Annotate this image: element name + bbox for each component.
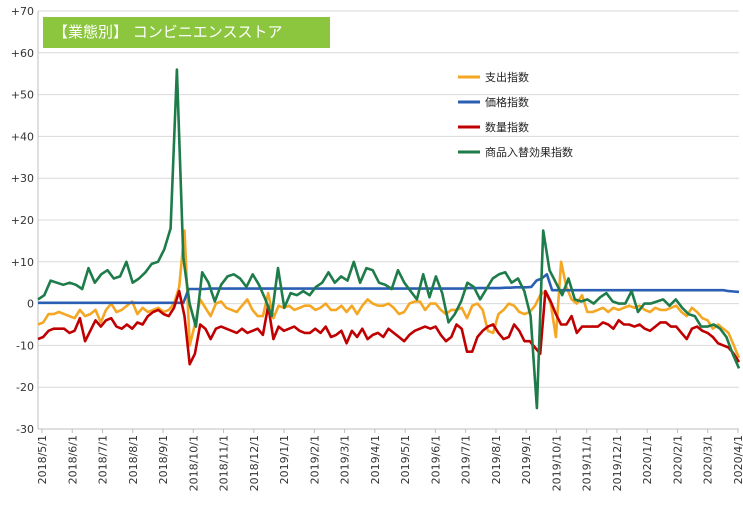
x-tick-label: 2020/3/1 <box>702 435 715 484</box>
x-tick-label: 2020/4/1 <box>732 435 743 484</box>
grid-lines <box>37 10 739 430</box>
x-tick-label: 2018/6/1 <box>66 435 79 484</box>
x-tick-label: 2019/5/1 <box>399 435 412 484</box>
x-tick-label: 2019/3/1 <box>339 435 352 484</box>
x-tick-label: 2019/1/1 <box>278 435 291 484</box>
legend-label: 数量指数 <box>485 120 529 134</box>
x-tick-label: 2019/6/1 <box>429 435 442 484</box>
y-tick-label: +50 <box>11 89 34 102</box>
series-line-4 <box>37 68 741 410</box>
x-tick-label: 2018/12/1 <box>248 435 261 491</box>
y-tick-label: +40 <box>11 130 34 143</box>
x-tick-label: 2018/9/1 <box>157 435 170 484</box>
x-tick-label: 2019/8/1 <box>490 435 503 484</box>
y-tick-label: +60 <box>11 47 34 60</box>
x-tick-label: 2020/1/1 <box>641 435 654 484</box>
x-tick-label: 2018/5/1 <box>36 435 49 484</box>
y-tick-label: -30 <box>16 423 34 436</box>
x-tick-label: 2019/7/1 <box>460 435 473 484</box>
x-tick-label: 2020/2/1 <box>671 435 684 484</box>
legend-label: 商品入替効果指数 <box>485 145 573 159</box>
legend-label: 支出指数 <box>485 70 529 84</box>
x-tick-label: 2018/8/1 <box>127 435 140 484</box>
series-line-2 <box>38 272 740 305</box>
x-tick-label: 2018/7/1 <box>97 435 110 484</box>
x-tick-label: 2018/11/1 <box>218 435 231 491</box>
x-axis-ticks: 2018/5/1 2018/6/1 2018/7/1 2018/8/1 2018/9/1… <box>36 429 743 491</box>
x-tick-label: 2018/10/1 <box>187 435 200 491</box>
chart-title: 【業態別】 コンビニエンスストア <box>43 17 330 48</box>
y-tick-label: +20 <box>11 214 34 227</box>
y-tick-label: -10 <box>16 339 34 352</box>
x-tick-label: 2019/9/1 <box>520 435 533 484</box>
y-tick-label: -20 <box>16 381 34 394</box>
x-tick-label: 2019/10/1 <box>550 435 563 491</box>
x-tick-label: 2019/11/1 <box>581 435 594 491</box>
series-line-1 <box>37 229 741 359</box>
legend-label: 価格指数 <box>485 95 529 109</box>
y-axis-ticks: +70 +60 +50 +40 +30 +20 +10 0 -10 -20 -30 <box>11 5 34 436</box>
y-tick-label: +30 <box>11 172 34 185</box>
series-line-3 <box>37 289 741 366</box>
series-lines <box>37 68 741 410</box>
y-tick-label: 0 <box>27 298 34 311</box>
x-tick-label: 2019/4/1 <box>369 435 382 484</box>
x-tick-label: 2019/2/1 <box>308 435 321 484</box>
y-tick-label: +10 <box>11 256 34 269</box>
x-tick-label: 2019/12/1 <box>611 435 624 491</box>
y-tick-label: +70 <box>11 5 34 18</box>
